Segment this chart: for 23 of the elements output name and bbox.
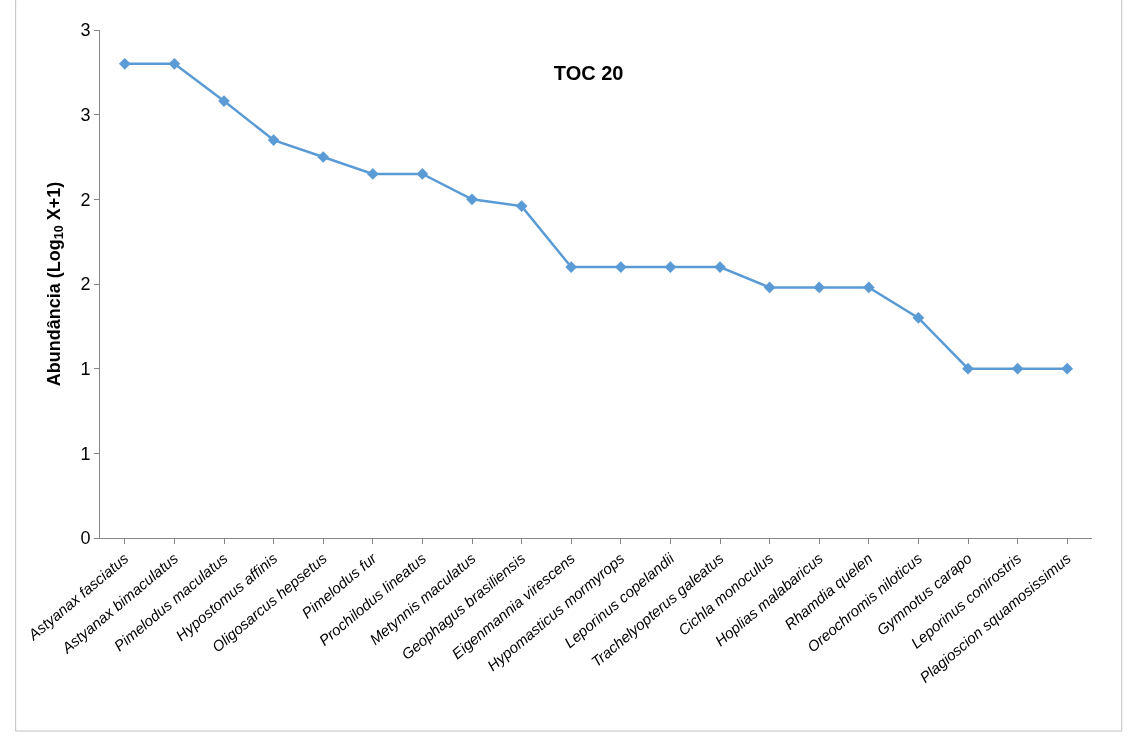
y-tick-label: 3 xyxy=(80,104,91,125)
y-tick-label: 2 xyxy=(80,189,91,210)
point xyxy=(168,58,181,70)
text: TOC 20 xyxy=(553,62,624,85)
y-tick-label: 3 xyxy=(80,20,91,41)
point xyxy=(1061,362,1074,375)
point xyxy=(763,281,776,294)
point xyxy=(118,58,131,70)
point xyxy=(962,362,974,375)
point xyxy=(813,281,826,294)
point xyxy=(267,134,280,146)
y-tick-label: 0 xyxy=(80,528,91,549)
point xyxy=(515,200,528,212)
point xyxy=(912,312,925,324)
y-tick-label: 1 xyxy=(80,358,91,379)
y-tick-label: 1 xyxy=(80,443,91,464)
point xyxy=(416,168,429,180)
point xyxy=(862,281,875,294)
y-tick-label: 2 xyxy=(80,274,91,295)
point xyxy=(317,151,330,163)
point xyxy=(366,168,379,180)
point xyxy=(466,193,478,206)
point xyxy=(1011,362,1024,375)
